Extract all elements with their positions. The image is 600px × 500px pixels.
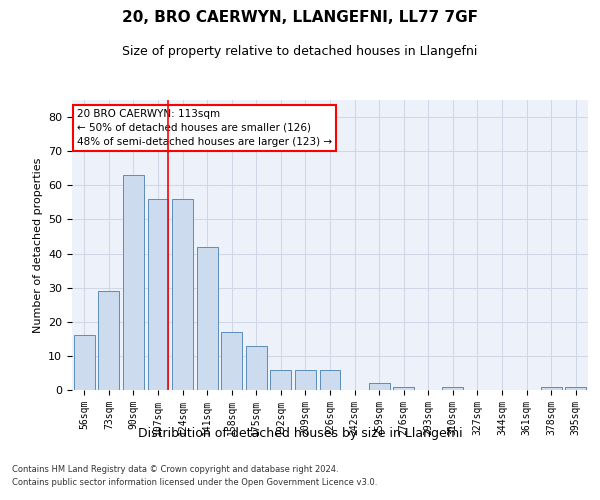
Bar <box>320 370 340 390</box>
Bar <box>565 386 586 390</box>
Bar <box>442 386 463 390</box>
Bar <box>271 370 292 390</box>
Bar <box>197 246 218 390</box>
Bar <box>123 175 144 390</box>
Bar <box>368 383 389 390</box>
Y-axis label: Number of detached properties: Number of detached properties <box>32 158 43 332</box>
Bar <box>393 386 414 390</box>
Text: Distribution of detached houses by size in Llangefni: Distribution of detached houses by size … <box>137 428 463 440</box>
Bar <box>98 291 119 390</box>
Text: Size of property relative to detached houses in Llangefni: Size of property relative to detached ho… <box>122 45 478 58</box>
Text: Contains HM Land Registry data © Crown copyright and database right 2024.: Contains HM Land Registry data © Crown c… <box>12 466 338 474</box>
Bar <box>172 199 193 390</box>
Text: Contains public sector information licensed under the Open Government Licence v3: Contains public sector information licen… <box>12 478 377 487</box>
Bar <box>295 370 316 390</box>
Bar <box>221 332 242 390</box>
Text: 20, BRO CAERWYN, LLANGEFNI, LL77 7GF: 20, BRO CAERWYN, LLANGEFNI, LL77 7GF <box>122 10 478 25</box>
Bar <box>74 336 95 390</box>
Bar <box>541 386 562 390</box>
Bar <box>148 199 169 390</box>
Text: 20 BRO CAERWYN: 113sqm
← 50% of detached houses are smaller (126)
48% of semi-de: 20 BRO CAERWYN: 113sqm ← 50% of detached… <box>77 108 332 146</box>
Bar <box>246 346 267 390</box>
